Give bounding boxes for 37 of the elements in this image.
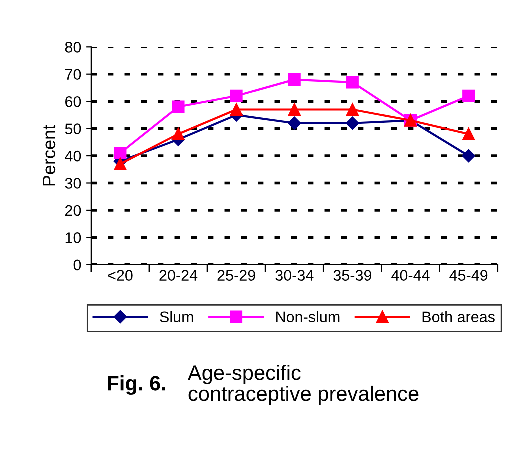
x-tick-label: <20: [108, 270, 133, 281]
x-tick-label: 35-39: [334, 270, 372, 281]
y-axis-title: Percent: [43, 125, 56, 186]
y-tick-label: 30: [65, 178, 82, 189]
point: [462, 128, 476, 140]
x-tick-label: 45-49: [450, 270, 488, 281]
point: [346, 104, 359, 116]
y-tick-label: 60: [66, 96, 82, 108]
point: [288, 74, 301, 86]
x-tick-label: 40-44: [392, 270, 430, 281]
point: [172, 128, 185, 140]
point: [230, 104, 243, 116]
point: [462, 90, 476, 102]
text: Age-specific contraceptive prevalence: [188, 365, 419, 406]
y-tick-label: 80: [65, 42, 82, 53]
legend-label: Non-slum: [276, 311, 340, 323]
legend-label: Both areas: [422, 311, 495, 323]
y-tick-label: 20: [65, 205, 82, 216]
point: [172, 100, 185, 114]
y-tick-label: 0: [74, 260, 82, 271]
point: [346, 76, 359, 89]
x-tick-label: 25-29: [218, 270, 256, 281]
y-tick-label: 50: [65, 124, 82, 134]
point: [114, 158, 127, 170]
x-tick-label: 20-24: [160, 270, 198, 281]
y-tick-label: 70: [66, 69, 82, 80]
x-tick-label: 30-34: [276, 270, 314, 281]
point: [114, 147, 127, 160]
caption: Fig. 6.: [108, 376, 166, 396]
point: [288, 104, 301, 116]
legend-label: Slum: [160, 311, 194, 323]
point: [346, 116, 360, 130]
point: [462, 149, 476, 163]
point: [288, 116, 302, 130]
y-tick-label: 10: [66, 232, 82, 244]
point: [230, 90, 243, 102]
y-tick-label: 40: [65, 150, 82, 162]
